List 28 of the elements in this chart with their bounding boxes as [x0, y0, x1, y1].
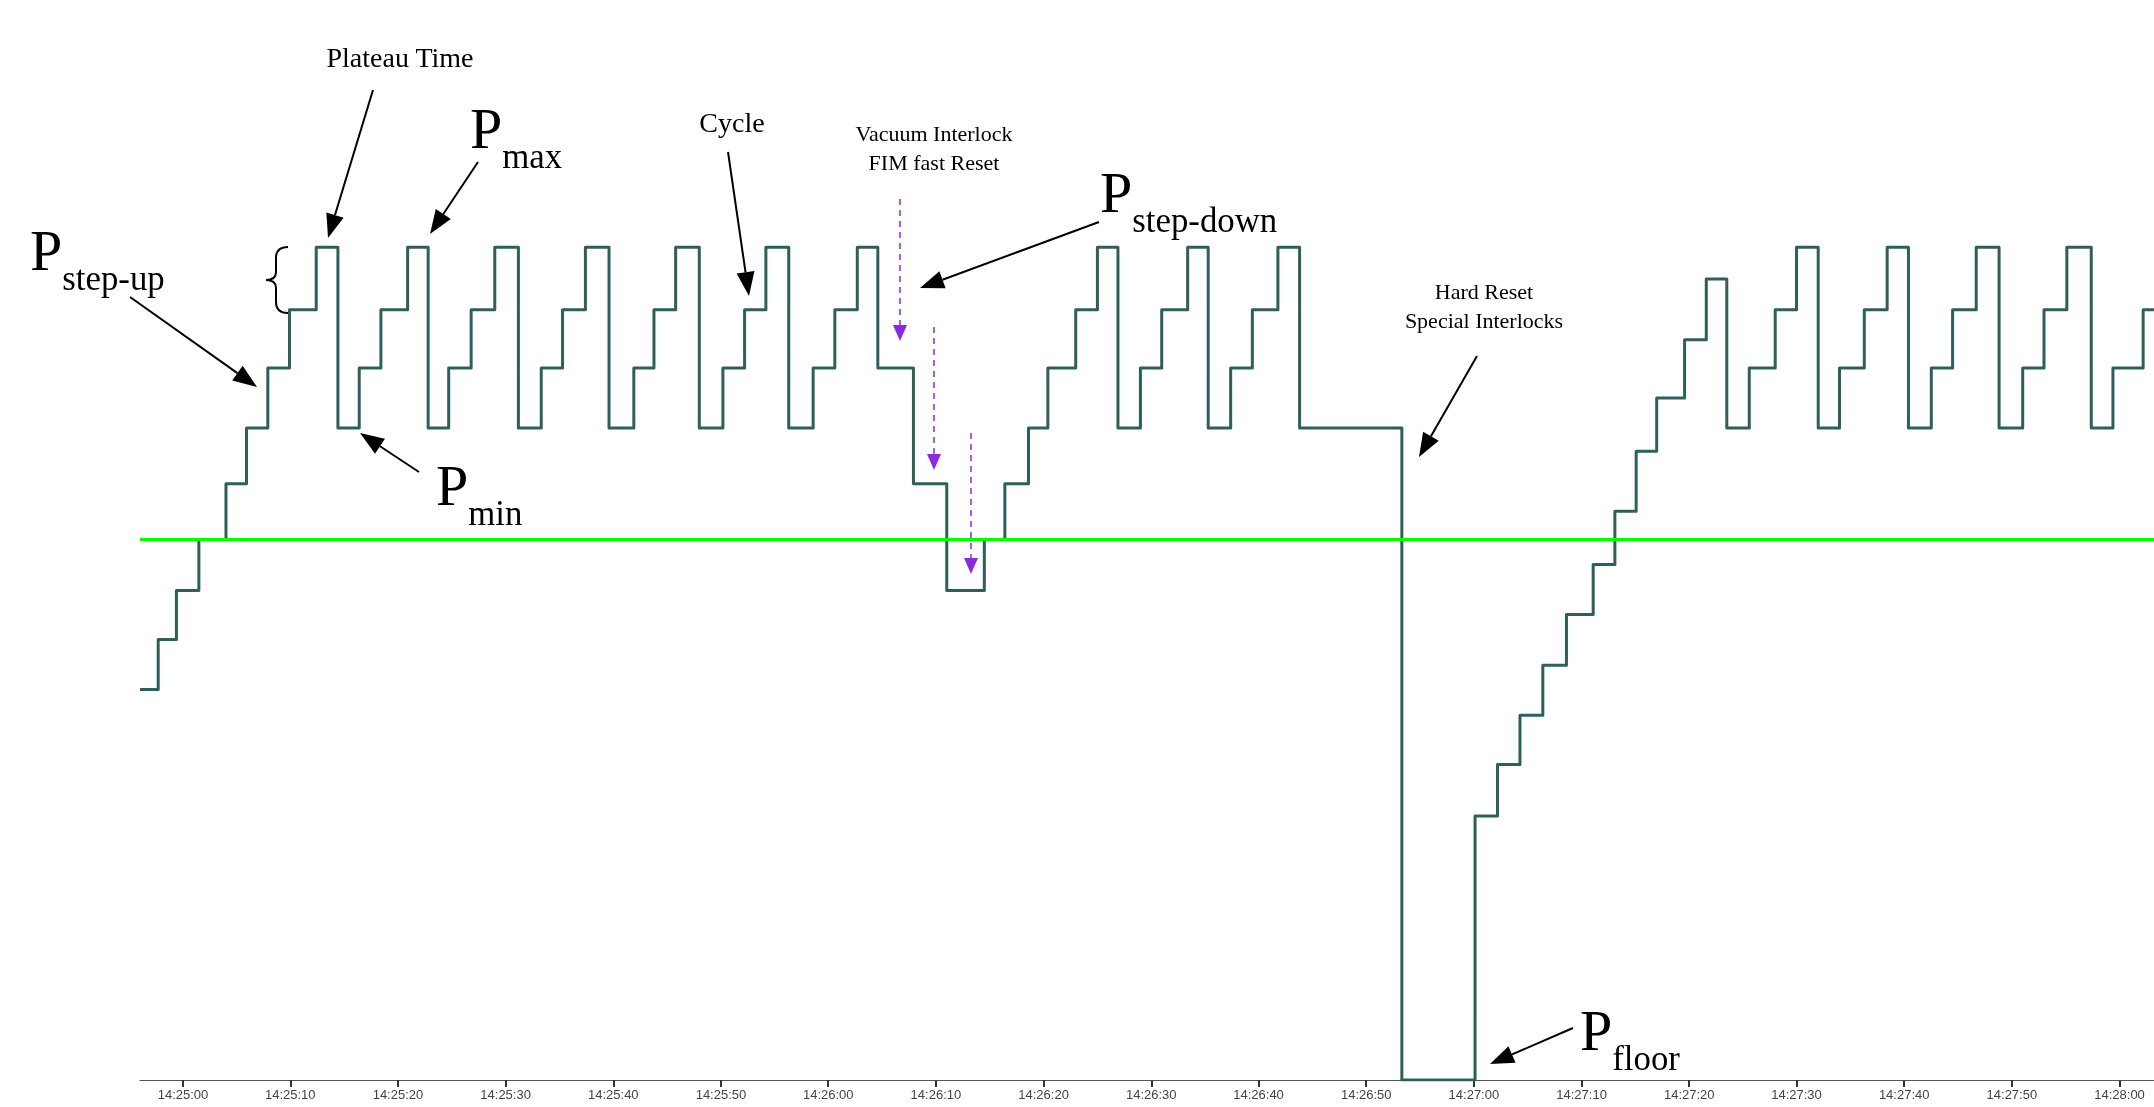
x-tick-label: 14:27:10 [1556, 1087, 1607, 1102]
x-tick-label: 14:25:40 [587, 1087, 639, 1102]
x-tick-label: 14:25:20 [372, 1087, 424, 1102]
x-tick-label: 14:26:30 [1125, 1087, 1177, 1102]
x-tick-label: 14:28:00 [2094, 1087, 2145, 1102]
x-tick-label: 14:25:30 [480, 1087, 531, 1102]
x-tick-label: 14:27:00 [1448, 1087, 1500, 1102]
x-tick-label: 14:27:20 [1663, 1087, 1715, 1102]
text: P$_{max}$ [470, 96, 563, 176]
x-tick-label: 14:25:00 [157, 1087, 209, 1102]
x-tick-label: 14:25:10 [264, 1087, 316, 1102]
x-tick-label: 14:25:50 [695, 1087, 747, 1102]
annotation: P$_{floor}$ [1580, 998, 1681, 1078]
text: Plateau Time [326, 42, 474, 73]
text: Cycle [699, 107, 765, 138]
annotation: P$_{step-up}$ [30, 218, 165, 298]
x-tick-label: 14:26:00 [802, 1087, 854, 1102]
x-tick-label: 14:26:50 [1340, 1087, 1392, 1102]
x-tick-label: 14:27:40 [1878, 1087, 1930, 1102]
x-tick-label: 14:26:20 [1018, 1087, 1069, 1102]
x-tick-label: 14:26:10 [910, 1087, 962, 1102]
text: P$_{step-down}$ [1100, 160, 1278, 240]
text: Vacuum Interlock FIM fast Reset [855, 121, 1013, 175]
x-tick-label: 14:27:50 [1986, 1087, 2038, 1102]
annotation: P$_{min}$ [436, 453, 523, 533]
x-tick-label: 14:26:40 [1233, 1087, 1284, 1102]
x-tick-label: 14:27:30 [1771, 1087, 1822, 1102]
annotation: Hard Reset Special Interlocks [1404, 279, 1564, 333]
